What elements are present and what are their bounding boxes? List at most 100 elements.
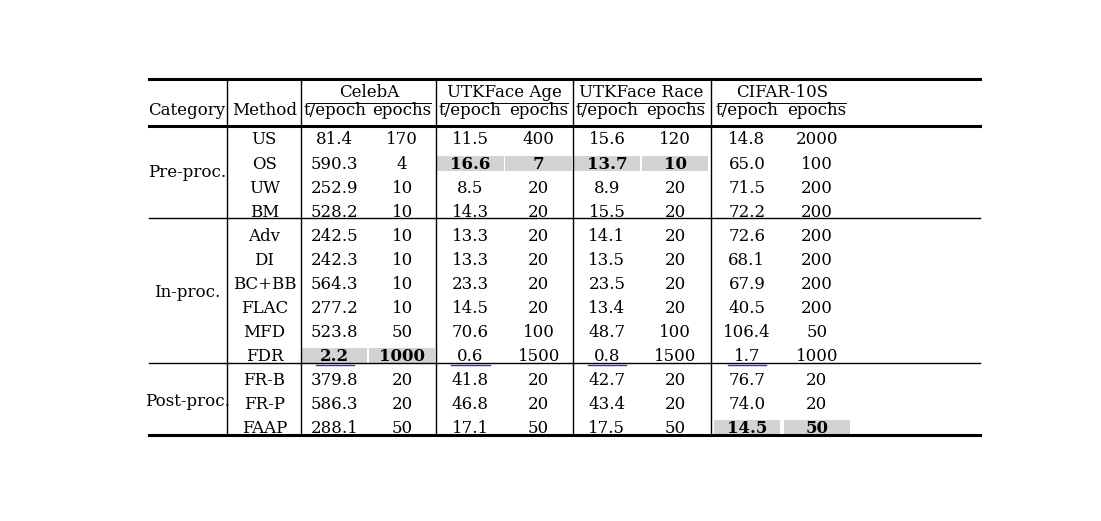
- Text: 13.5: 13.5: [588, 252, 625, 269]
- Text: 13.7: 13.7: [587, 155, 628, 172]
- Text: t/epoch: t/epoch: [576, 102, 639, 119]
- Text: epochs: epochs: [509, 102, 568, 119]
- Text: 10: 10: [392, 204, 413, 221]
- Text: UTKFace Age: UTKFace Age: [447, 84, 562, 101]
- Text: 50: 50: [392, 420, 413, 437]
- Text: 20: 20: [528, 228, 549, 245]
- Text: FDR: FDR: [246, 348, 283, 365]
- Text: 400: 400: [523, 131, 555, 148]
- Bar: [574, 156, 640, 171]
- Text: 20: 20: [528, 180, 549, 196]
- Bar: [303, 348, 367, 364]
- Text: 20: 20: [528, 300, 549, 317]
- Text: In-proc.: In-proc.: [154, 284, 220, 301]
- Text: 20: 20: [665, 252, 686, 269]
- Text: 50: 50: [805, 420, 828, 437]
- Text: OS: OS: [252, 155, 276, 172]
- Text: 11.5: 11.5: [451, 131, 489, 148]
- Text: 50: 50: [665, 420, 686, 437]
- Text: 252.9: 252.9: [310, 180, 359, 196]
- Text: epochs: epochs: [645, 102, 705, 119]
- Text: 72.2: 72.2: [728, 204, 765, 221]
- Text: CelebA: CelebA: [339, 84, 399, 101]
- Bar: [642, 156, 708, 171]
- Text: 0.6: 0.6: [457, 348, 483, 365]
- Text: 200: 200: [800, 300, 832, 317]
- Text: Adv: Adv: [249, 228, 281, 245]
- Text: 200: 200: [800, 276, 832, 293]
- Text: 288.1: 288.1: [310, 420, 359, 437]
- Text: FAAP: FAAP: [241, 420, 287, 437]
- Text: BC+BB: BC+BB: [232, 276, 296, 293]
- Text: 14.1: 14.1: [588, 228, 625, 245]
- Text: 23.5: 23.5: [588, 276, 625, 293]
- Text: 15.6: 15.6: [589, 131, 625, 148]
- Text: UW: UW: [249, 180, 280, 196]
- Text: 170: 170: [386, 131, 418, 148]
- Text: 586.3: 586.3: [310, 396, 359, 413]
- Text: 10: 10: [392, 252, 413, 269]
- Text: 20: 20: [392, 372, 413, 389]
- Text: 564.3: 564.3: [310, 276, 359, 293]
- Text: 20: 20: [665, 300, 686, 317]
- Text: MFD: MFD: [243, 324, 285, 341]
- Text: 13.3: 13.3: [451, 228, 489, 245]
- Text: 48.7: 48.7: [588, 324, 625, 341]
- Text: 4: 4: [396, 155, 407, 172]
- Text: 20: 20: [665, 180, 686, 196]
- Text: 0.8: 0.8: [593, 348, 620, 365]
- Text: BM: BM: [250, 204, 279, 221]
- Text: 20: 20: [806, 372, 828, 389]
- Bar: [784, 420, 850, 436]
- Text: 200: 200: [800, 180, 832, 196]
- Text: 71.5: 71.5: [729, 180, 765, 196]
- Text: 20: 20: [528, 276, 549, 293]
- Text: 242.5: 242.5: [310, 228, 359, 245]
- Text: 1500: 1500: [654, 348, 696, 365]
- Text: Method: Method: [232, 102, 297, 119]
- Text: 20: 20: [665, 276, 686, 293]
- Text: 16.6: 16.6: [450, 155, 491, 172]
- Text: 20: 20: [528, 204, 549, 221]
- Text: 1.7: 1.7: [733, 348, 760, 365]
- Text: 100: 100: [659, 324, 691, 341]
- Text: 7: 7: [533, 155, 545, 172]
- Text: 74.0: 74.0: [728, 396, 765, 413]
- Text: 20: 20: [665, 396, 686, 413]
- Text: 100: 100: [523, 324, 555, 341]
- Text: 10: 10: [392, 180, 413, 196]
- Text: 20: 20: [665, 228, 686, 245]
- Text: 13.4: 13.4: [588, 300, 625, 317]
- Text: 46.8: 46.8: [451, 396, 489, 413]
- Text: 81.4: 81.4: [316, 131, 353, 148]
- Text: 50: 50: [806, 324, 827, 341]
- Text: 72.6: 72.6: [729, 228, 765, 245]
- Text: 20: 20: [528, 372, 549, 389]
- Text: 2.2: 2.2: [320, 348, 349, 365]
- Text: 65.0: 65.0: [729, 155, 765, 172]
- Text: 590.3: 590.3: [310, 155, 359, 172]
- Text: 200: 200: [800, 228, 832, 245]
- Text: 242.3: 242.3: [310, 252, 359, 269]
- Text: Pre-proc.: Pre-proc.: [148, 164, 226, 181]
- Text: 42.7: 42.7: [588, 372, 625, 389]
- Text: FLAC: FLAC: [241, 300, 288, 317]
- Text: t/epoch: t/epoch: [716, 102, 778, 119]
- Text: 1000: 1000: [379, 348, 425, 365]
- Text: 20: 20: [392, 396, 413, 413]
- Text: 10: 10: [392, 276, 413, 293]
- Text: 120: 120: [659, 131, 691, 148]
- Text: 40.5: 40.5: [729, 300, 765, 317]
- Text: 379.8: 379.8: [310, 372, 359, 389]
- Text: FR-B: FR-B: [243, 372, 285, 389]
- Text: 2000: 2000: [796, 131, 838, 148]
- Text: 20: 20: [528, 252, 549, 269]
- Text: 14.3: 14.3: [451, 204, 489, 221]
- Text: 50: 50: [528, 420, 549, 437]
- Text: 8.9: 8.9: [593, 180, 620, 196]
- Text: 67.9: 67.9: [729, 276, 765, 293]
- Text: 20: 20: [806, 396, 828, 413]
- Text: 10: 10: [392, 228, 413, 245]
- Text: 1000: 1000: [796, 348, 838, 365]
- Text: 528.2: 528.2: [310, 204, 359, 221]
